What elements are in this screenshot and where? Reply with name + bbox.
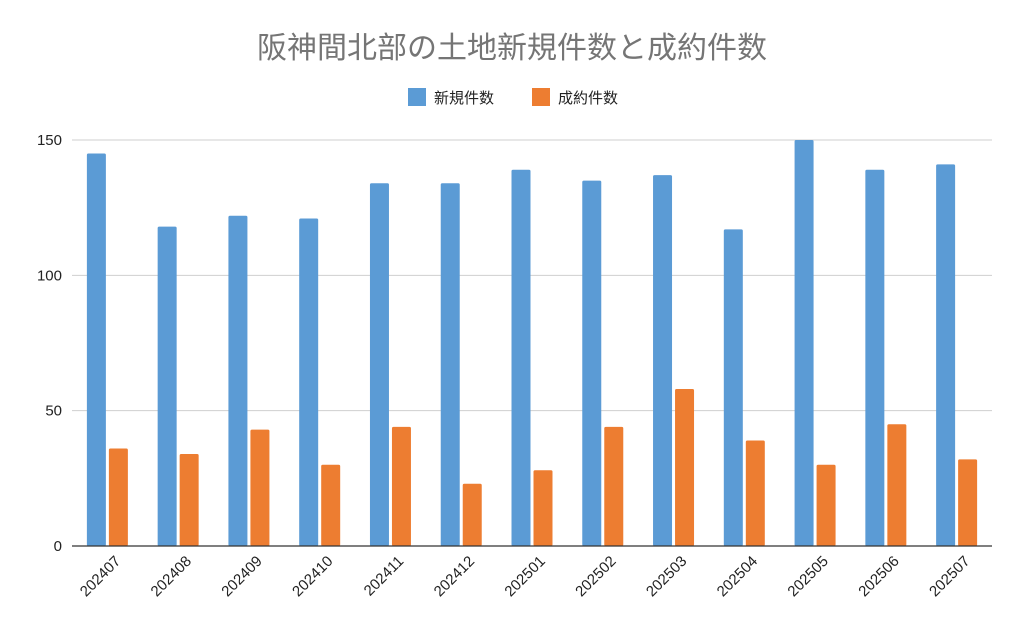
bar-new-202409 xyxy=(228,215,248,546)
x-tick-label: 202501 xyxy=(501,553,548,600)
y-tick-label: 100 xyxy=(37,267,62,284)
x-tick-label: 202507 xyxy=(926,553,973,600)
legend: 新規件数 成約件数 xyxy=(408,88,618,107)
bar-new-202502 xyxy=(582,180,602,546)
legend-swatch-2 xyxy=(532,88,550,106)
bar-closed-202504 xyxy=(745,440,765,546)
x-tick-label: 202504 xyxy=(714,553,761,600)
bar-closed-202410 xyxy=(321,464,341,546)
bar-new-202411 xyxy=(369,183,389,546)
gridlines xyxy=(72,139,992,412)
bar-closed-202409 xyxy=(250,429,270,546)
x-tick-label: 202503 xyxy=(643,553,690,600)
chart-title: 阪神間北部の土地新規件数と成約件数 xyxy=(257,31,767,66)
bar-closed-202503 xyxy=(675,389,695,546)
bar-closed-202408 xyxy=(179,453,199,546)
x-tick-label: 202506 xyxy=(855,553,902,600)
y-tick-label: 150 xyxy=(37,132,62,149)
x-axis-ticks: 202407 202408 202409 202410 202411 202412 2025… xyxy=(77,553,974,600)
bar-new-202503 xyxy=(653,175,673,547)
bar-closed-202506 xyxy=(887,424,907,546)
bar-new-202410 xyxy=(299,218,319,546)
x-tick-label: 202411 xyxy=(361,553,408,600)
bar-closed-202502 xyxy=(604,426,624,546)
bar-new-202506 xyxy=(865,169,885,547)
x-tick-label: 202408 xyxy=(148,553,195,600)
bar-closed-202412 xyxy=(462,483,482,546)
bar-closed-202507 xyxy=(958,459,978,546)
y-tick-label: 0 xyxy=(54,538,62,555)
x-tick-label: 202412 xyxy=(431,553,478,600)
x-tick-label: 202410 xyxy=(289,553,336,600)
bar-closed-202501 xyxy=(533,470,553,546)
bar-closed-202411 xyxy=(391,426,411,546)
legend-label-1: 新規件数 xyxy=(434,89,494,107)
bar-new-202408 xyxy=(157,226,177,546)
bar-closed-202407 xyxy=(108,448,128,546)
bar-new-202504 xyxy=(723,229,743,546)
y-axis-ticks: 0 50 100 150 xyxy=(37,132,62,555)
bar-new-202507 xyxy=(936,164,956,547)
y-tick-label: 50 xyxy=(45,403,62,420)
x-tick-label: 202407 xyxy=(77,553,124,600)
legend-label-2: 成約件数 xyxy=(558,89,618,107)
bars xyxy=(86,140,978,547)
x-tick-label: 202505 xyxy=(784,553,831,600)
bar-new-202501 xyxy=(511,169,531,547)
x-tick-label: 202502 xyxy=(572,553,619,600)
bar-new-202407 xyxy=(86,153,106,547)
legend-swatch-1 xyxy=(408,88,426,106)
bar-closed-202505 xyxy=(816,464,836,546)
bar-new-202412 xyxy=(440,183,460,546)
x-tick-label: 202409 xyxy=(218,553,265,600)
bar-new-202505 xyxy=(794,140,814,546)
